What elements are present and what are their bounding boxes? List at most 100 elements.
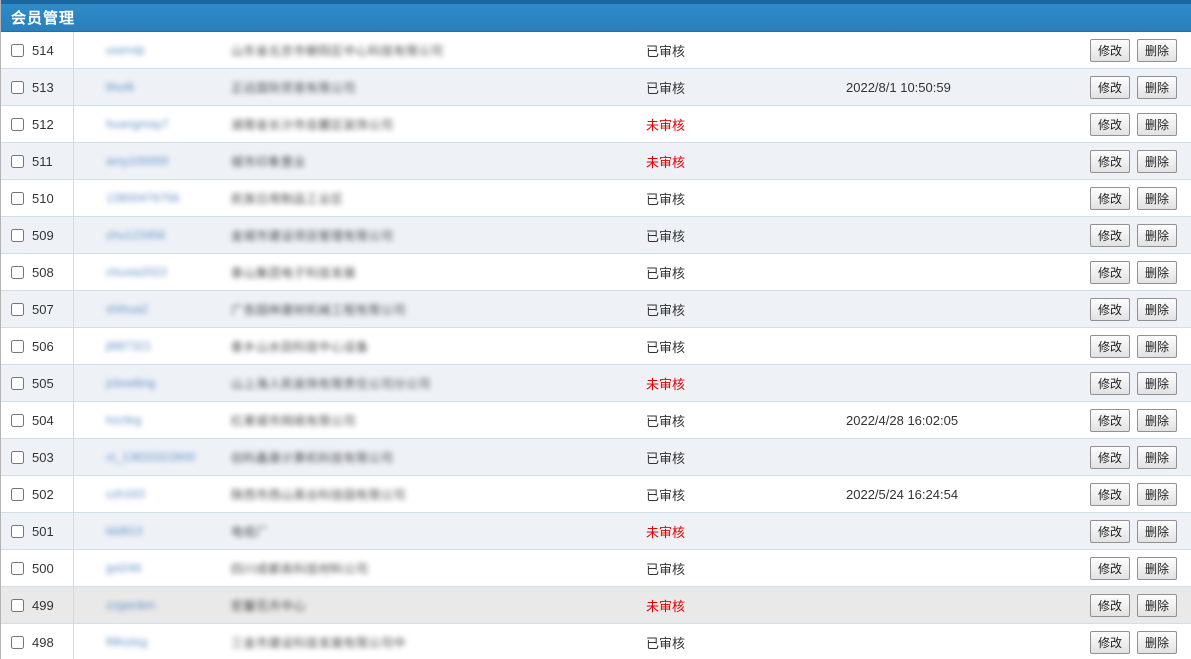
edit-button[interactable]: 修改 — [1089, 334, 1130, 358]
delete-button[interactable]: 删除 — [1136, 223, 1177, 247]
member-username-link[interactable]: amy100000 — [106, 154, 169, 168]
delete-button[interactable]: 删除 — [1136, 556, 1177, 580]
edit-button[interactable]: 修改 — [1089, 445, 1130, 469]
row-checkbox[interactable] — [11, 376, 24, 390]
edit-button[interactable]: 修改 — [1089, 149, 1130, 173]
delete-button[interactable]: 删除 — [1136, 112, 1177, 136]
member-username-link[interactable]: zzgarden — [106, 598, 156, 612]
row-select-cell: 502 — [1, 476, 74, 512]
edit-button[interactable]: 修改 — [1089, 371, 1130, 395]
edit-button[interactable]: 修改 — [1089, 75, 1130, 99]
delete-button[interactable]: 删除 — [1136, 630, 1177, 654]
delete-button[interactable]: 删除 — [1136, 519, 1177, 543]
edit-button[interactable]: 修改 — [1089, 408, 1130, 432]
edit-button[interactable]: 修改 — [1089, 112, 1130, 136]
member-description: 湖南省长沙市岳麓区装饰公司 — [231, 117, 394, 132]
status-cell: 未审核 — [646, 143, 846, 179]
table-row: 513 lihui8 正远国际贸易有限公司 已审核 2022/8/1 10:50… — [1, 69, 1191, 106]
member-description: 广告园林建材机械工程有限公司 — [231, 302, 407, 317]
table-row: 508 chuxia2022 泰山集团电子科技发展 已审核 修改 删除 — [1, 254, 1191, 291]
row-checkbox[interactable] — [11, 450, 24, 464]
table-row: 505 jcbselling 山上海人民装饰有限责任公司分公司 未审核 修改 删… — [1, 365, 1191, 402]
delete-button[interactable]: 删除 — [1136, 75, 1177, 99]
delete-button[interactable]: 删除 — [1136, 38, 1177, 62]
member-username-link[interactable]: huangmay7 — [106, 117, 169, 131]
member-id: 498 — [32, 634, 54, 650]
member-username-link[interactable]: czh163 — [106, 487, 145, 501]
edit-button[interactable]: 修改 — [1089, 297, 1130, 321]
member-username-link[interactable]: jcbselling — [106, 376, 156, 390]
description-cell: 三金市建设科技发展有限公司中 — [231, 624, 646, 659]
row-checkbox[interactable] — [11, 598, 24, 612]
time-cell: 2022/4/28 16:02:05 — [846, 402, 1086, 438]
row-checkbox[interactable] — [11, 487, 24, 501]
delete-button[interactable]: 删除 — [1136, 149, 1177, 173]
row-checkbox[interactable] — [11, 339, 24, 353]
edit-button[interactable]: 修改 — [1089, 519, 1130, 543]
username-cell: gsl246 — [74, 550, 231, 586]
status-cell: 未审核 — [646, 106, 846, 142]
delete-button[interactable]: 删除 — [1136, 445, 1177, 469]
delete-button[interactable]: 删除 — [1136, 482, 1177, 506]
member-id: 499 — [32, 597, 54, 613]
row-select-cell: 510 — [1, 180, 74, 216]
member-username-link[interactable]: uservip — [106, 43, 145, 57]
delete-button[interactable]: 删除 — [1136, 371, 1177, 395]
row-checkbox[interactable] — [11, 635, 24, 649]
row-checkbox[interactable] — [11, 561, 24, 575]
edit-button[interactable]: 修改 — [1089, 223, 1130, 247]
delete-button[interactable]: 删除 — [1136, 186, 1177, 210]
edit-button[interactable]: 修改 — [1089, 482, 1130, 506]
edit-button[interactable]: 修改 — [1089, 630, 1130, 654]
status-cell: 已审核 — [646, 217, 846, 253]
member-username-link[interactable]: 13800476756 — [106, 191, 180, 205]
row-checkbox[interactable] — [11, 524, 24, 538]
member-username-link[interactable]: lihui8 — [106, 80, 135, 94]
row-checkbox[interactable] — [11, 413, 24, 427]
row-checkbox[interactable] — [11, 265, 24, 279]
username-cell: jl887321 — [74, 328, 231, 364]
edit-button[interactable]: 修改 — [1089, 260, 1130, 284]
edit-button[interactable]: 修改 — [1089, 593, 1130, 617]
table-row: 504 hzcfeg 红果城市网络有限公司 已审核 2022/4/28 16:0… — [1, 402, 1191, 439]
row-checkbox[interactable] — [11, 228, 24, 242]
delete-button[interactable]: 删除 — [1136, 334, 1177, 358]
edit-button[interactable]: 修改 — [1089, 556, 1130, 580]
member-username-link[interactable]: gsl246 — [106, 561, 142, 575]
row-checkbox[interactable] — [11, 191, 24, 205]
description-cell: 湖南省长沙市岳麓区装饰公司 — [231, 106, 646, 142]
edit-button[interactable]: 修改 — [1089, 186, 1130, 210]
member-id: 503 — [32, 449, 54, 465]
member-description: 电缆厂 — [231, 524, 269, 539]
table-row: 506 jl887321 泰乡山水田科技中心设备 已审核 修改 删除 — [1, 328, 1191, 365]
row-checkbox[interactable] — [11, 302, 24, 316]
row-checkbox[interactable] — [11, 43, 24, 57]
edit-button[interactable]: 修改 — [1089, 38, 1130, 62]
delete-button[interactable]: 删除 — [1136, 260, 1177, 284]
member-username-link[interactable]: zhu123456 — [106, 228, 166, 242]
row-checkbox[interactable] — [11, 154, 24, 168]
member-username-link[interactable]: hzcfeg — [106, 413, 142, 427]
member-username-link[interactable]: jl887321 — [106, 339, 152, 353]
description-cell: 正远国际贸易有限公司 — [231, 69, 646, 105]
member-description: 正远国际贸易有限公司 — [231, 80, 357, 95]
time-cell — [846, 180, 1086, 216]
row-checkbox[interactable] — [11, 117, 24, 131]
member-username-link[interactable]: chuxia2022 — [106, 265, 168, 279]
delete-button[interactable]: 删除 — [1136, 297, 1177, 321]
member-username-link[interactable]: shihua2 — [106, 302, 149, 316]
member-username-link[interactable]: ct_13633322600 — [106, 450, 196, 464]
row-checkbox[interactable] — [11, 80, 24, 94]
audit-status: 已审核 — [646, 450, 686, 466]
member-username-link[interactable]: ldd913 — [106, 524, 143, 538]
audit-status: 已审核 — [646, 635, 686, 651]
username-cell: ldd913 — [74, 513, 231, 549]
username-cell: 13800476756 — [74, 180, 231, 216]
member-username-link[interactable]: fl9hztsg — [106, 635, 148, 649]
audit-status: 未审核 — [646, 524, 686, 540]
username-cell: zhu123456 — [74, 217, 231, 253]
delete-button[interactable]: 删除 — [1136, 593, 1177, 617]
username-cell: zzgarden — [74, 587, 231, 623]
username-cell: czh163 — [74, 476, 231, 512]
delete-button[interactable]: 删除 — [1136, 408, 1177, 432]
